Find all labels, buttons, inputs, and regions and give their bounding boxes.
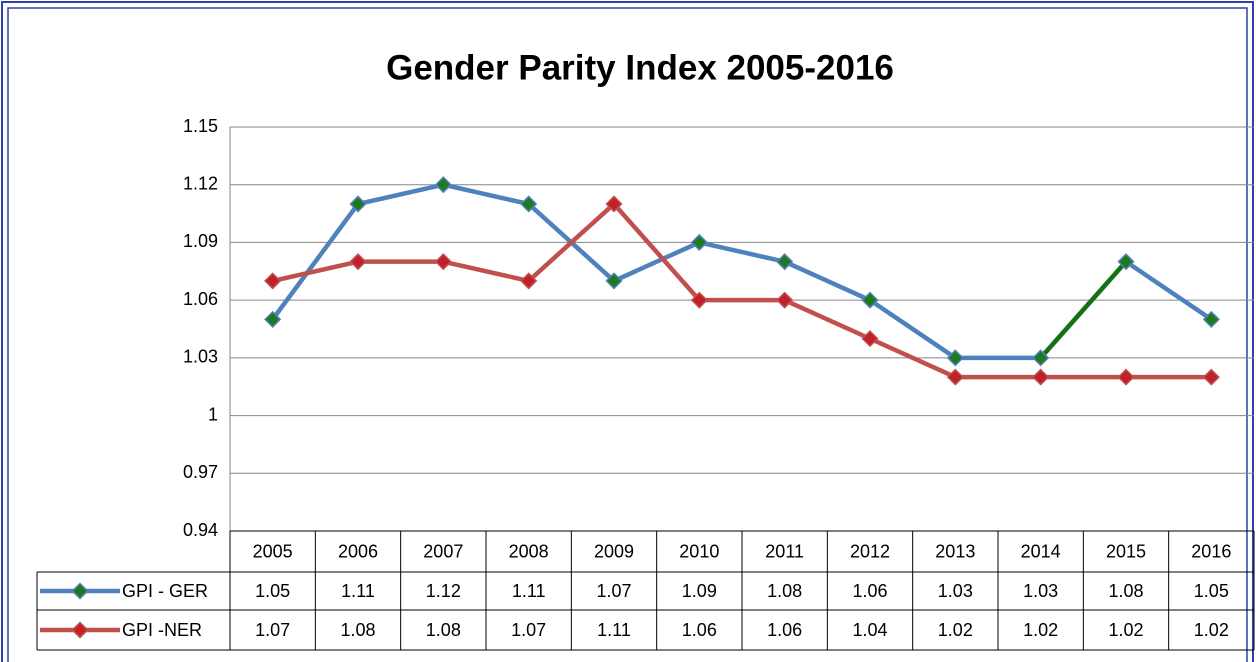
table-value: 1.08 — [426, 620, 461, 640]
x-tick-label: 2009 — [594, 541, 634, 561]
table-value: 1.02 — [1023, 620, 1058, 640]
x-tick-label: 2007 — [423, 541, 463, 561]
x-tick-label: 2005 — [253, 541, 293, 561]
table-value: 1.02 — [938, 620, 973, 640]
marker — [605, 195, 623, 213]
highlight-segment — [1038, 259, 1129, 361]
table-value: 1.11 — [512, 581, 546, 601]
table-value: 1.08 — [1108, 581, 1143, 601]
x-tick-label: 2013 — [935, 541, 975, 561]
table-value: 1.03 — [938, 581, 973, 601]
table-value: 1.06 — [852, 581, 887, 601]
y-tick-label: 1.15 — [183, 116, 218, 136]
y-tick-label: 0.97 — [183, 462, 218, 482]
x-tick-label: 2006 — [338, 541, 378, 561]
x-tick-label: 2010 — [679, 541, 719, 561]
y-tick-label: 1 — [208, 404, 218, 424]
marker — [1117, 253, 1135, 271]
marker — [1202, 310, 1220, 328]
table-value: 1.02 — [1108, 620, 1143, 640]
y-tick-label: 1.03 — [183, 347, 218, 367]
x-tick-label: 2011 — [765, 541, 804, 561]
table-value: 1.05 — [1194, 581, 1229, 601]
marker — [690, 291, 708, 309]
table-value: 1.11 — [597, 620, 631, 640]
marker — [520, 272, 538, 290]
marker — [1032, 349, 1050, 367]
table-value: 1.07 — [511, 620, 546, 640]
marker — [349, 253, 367, 271]
marker — [861, 330, 879, 348]
x-tick-label: 2008 — [509, 541, 549, 561]
marker — [946, 368, 964, 386]
table-value: 1.08 — [767, 581, 802, 601]
marker — [434, 253, 452, 271]
marker — [520, 195, 538, 213]
y-tick-label: 0.94 — [183, 520, 218, 540]
y-tick-label: 1.12 — [183, 173, 218, 193]
legend-label: GPI - GER — [122, 581, 208, 601]
x-tick-label: 2012 — [850, 541, 890, 561]
table-value: 1.08 — [340, 620, 375, 640]
x-tick-label: 2015 — [1106, 541, 1146, 561]
marker — [1117, 368, 1135, 386]
legend-marker — [71, 582, 89, 600]
table-value: 1.11 — [341, 581, 375, 601]
marker — [861, 291, 879, 309]
series-line — [272, 201, 1212, 380]
marker — [1202, 368, 1220, 386]
series-line — [270, 182, 1213, 361]
marker — [946, 349, 964, 367]
marker — [776, 253, 794, 271]
marker — [264, 310, 282, 328]
table-value: 1.07 — [255, 620, 290, 640]
table-value: 1.04 — [852, 620, 887, 640]
marker — [776, 291, 794, 309]
marker — [690, 233, 708, 251]
legend-label: GPI -NER — [122, 620, 202, 640]
table-value: 1.05 — [255, 581, 290, 601]
legend-marker — [71, 621, 89, 639]
marker — [349, 195, 367, 213]
marker — [434, 176, 452, 194]
chart-title: Gender Parity Index 2005-2016 — [386, 48, 894, 87]
table-value: 1.12 — [426, 581, 461, 601]
x-tick-label: 2014 — [1021, 541, 1061, 561]
marker — [264, 272, 282, 290]
x-tick-label: 2016 — [1191, 541, 1231, 561]
table-value: 1.06 — [767, 620, 802, 640]
marker — [1032, 368, 1050, 386]
inner-border — [7, 7, 1248, 662]
marker — [605, 272, 623, 290]
table-value: 1.03 — [1023, 581, 1058, 601]
y-tick-label: 1.09 — [183, 231, 218, 251]
table-value: 1.02 — [1194, 620, 1229, 640]
table-value: 1.07 — [596, 581, 631, 601]
table-value: 1.06 — [682, 620, 717, 640]
y-tick-label: 1.06 — [183, 289, 218, 309]
table-value: 1.09 — [682, 581, 717, 601]
